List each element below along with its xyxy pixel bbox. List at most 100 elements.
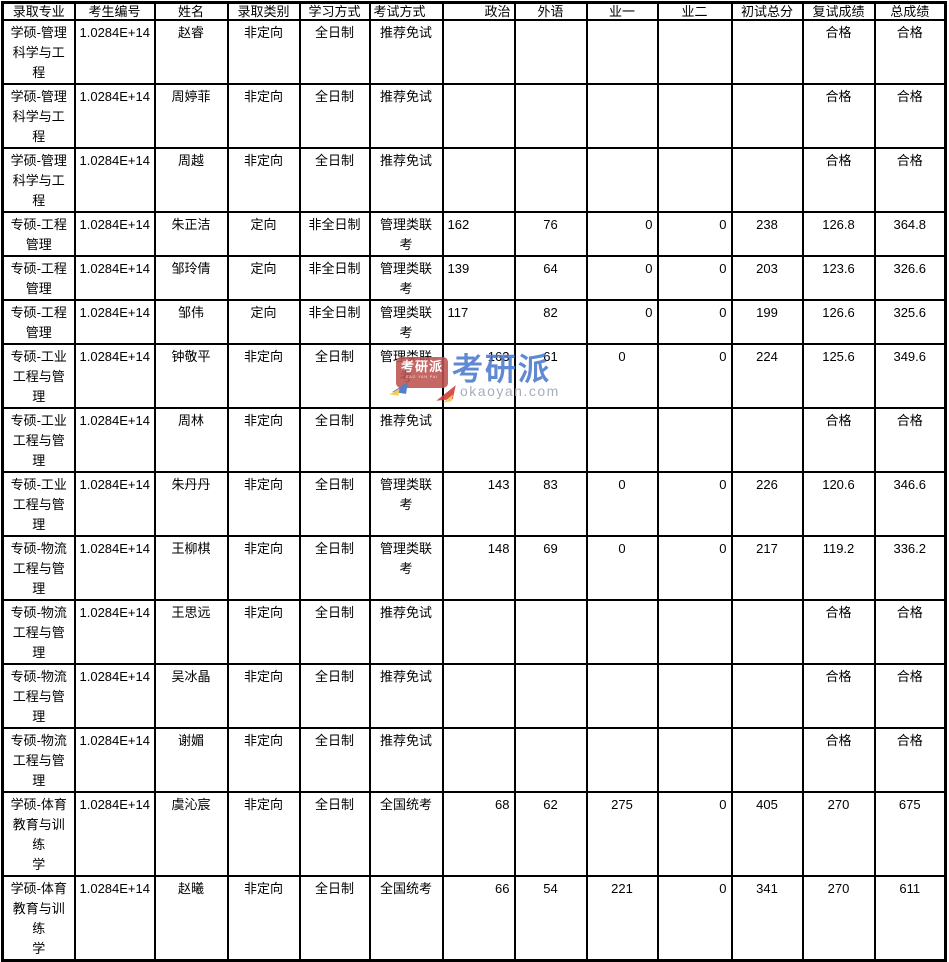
table-cell bbox=[585, 599, 659, 665]
table-cell: 专硕-物流 工程与管理 bbox=[1, 599, 76, 665]
header-cell: 录取专业 bbox=[1, 1, 76, 21]
header-cell: 业二 bbox=[656, 1, 733, 21]
table-cell: 学硕-管理 科学与工程 bbox=[1, 147, 76, 213]
table-cell: 275 bbox=[585, 791, 659, 877]
table-cell bbox=[441, 83, 516, 149]
header-cell: 考试方式 bbox=[368, 1, 444, 21]
table-cell: 推荐免试 bbox=[368, 19, 444, 85]
table-cell: 邹玲倩 bbox=[153, 255, 229, 301]
table-cell: 合格 bbox=[873, 19, 947, 85]
table-cell: 364.8 bbox=[873, 211, 947, 257]
table-cell: 1.0284E+14 bbox=[73, 535, 156, 601]
table-cell: 全日制 bbox=[298, 875, 371, 962]
table-cell: 非全日制 bbox=[298, 255, 371, 301]
table-cell: 203 bbox=[730, 255, 804, 301]
table-cell: 全日制 bbox=[298, 343, 371, 409]
table-cell: 邹伟 bbox=[153, 299, 229, 345]
table-cell: 120.6 bbox=[801, 471, 876, 537]
table-cell: 全日制 bbox=[298, 535, 371, 601]
table-row: 专硕-物流 工程与管理 1.0284E+14 王柳棋 非定向 全日制 管理类联考 148 69… bbox=[1, 535, 947, 601]
header-cell: 复试成绩 bbox=[801, 1, 876, 21]
table-cell: 0 bbox=[656, 471, 733, 537]
table-cell: 148 bbox=[441, 535, 516, 601]
table-cell: 推荐免试 bbox=[368, 727, 444, 793]
table-cell: 合格 bbox=[873, 147, 947, 213]
table-row: 专硕-物流 工程与管理 1.0284E+14 王思远 非定向 全日制 推荐免试 合格 合格 bbox=[1, 599, 947, 665]
header-cell: 业一 bbox=[585, 1, 659, 21]
table-cell: 0 bbox=[656, 535, 733, 601]
table-row: 学硕-体育 教育与训练 学 1.0284E+14 虞沁宸 非定向 全日制 全国统考 68 62… bbox=[1, 791, 947, 877]
table-cell: 非定向 bbox=[226, 875, 301, 962]
table-cell: 非定向 bbox=[226, 343, 301, 409]
table-cell bbox=[513, 83, 588, 149]
table-cell: 0 bbox=[585, 255, 659, 301]
table-cell bbox=[585, 663, 659, 729]
table-cell: 专硕-工程 管理 bbox=[1, 211, 76, 257]
table-cell: 162 bbox=[441, 211, 516, 257]
table-cell bbox=[585, 83, 659, 149]
table-cell: 0 bbox=[656, 875, 733, 962]
table-cell bbox=[730, 663, 804, 729]
table-cell: 吴冰晶 bbox=[153, 663, 229, 729]
table-cell bbox=[585, 147, 659, 213]
table-cell: 谢媚 bbox=[153, 727, 229, 793]
table-cell: 143 bbox=[441, 471, 516, 537]
table-cell bbox=[585, 727, 659, 793]
table-cell: 82 bbox=[513, 299, 588, 345]
table-cell: 1.0284E+14 bbox=[73, 83, 156, 149]
table-cell: 全日制 bbox=[298, 19, 371, 85]
table-cell: 270 bbox=[801, 791, 876, 877]
table-cell: 非定向 bbox=[226, 727, 301, 793]
table-cell: 238 bbox=[730, 211, 804, 257]
table-cell: 1.0284E+14 bbox=[73, 727, 156, 793]
table-cell: 117 bbox=[441, 299, 516, 345]
table-cell: 全日制 bbox=[298, 147, 371, 213]
table-row: 专硕-工程 管理 1.0284E+14 朱正洁 定向 非全日制 管理类联考 162 76 0 0 2… bbox=[1, 211, 947, 257]
table-cell: 管理类联考 bbox=[368, 471, 444, 537]
table-cell: 123.6 bbox=[801, 255, 876, 301]
table-cell: 0 bbox=[656, 343, 733, 409]
table-cell: 1.0284E+14 bbox=[73, 211, 156, 257]
table-cell: 专硕-工程 管理 bbox=[1, 255, 76, 301]
table-cell bbox=[656, 599, 733, 665]
table-cell: 1.0284E+14 bbox=[73, 299, 156, 345]
table-cell: 76 bbox=[513, 211, 588, 257]
table-cell bbox=[730, 599, 804, 665]
table-cell bbox=[513, 147, 588, 213]
table-cell: 周林 bbox=[153, 407, 229, 473]
table-cell: 1.0284E+14 bbox=[73, 875, 156, 962]
header-cell: 考生编号 bbox=[73, 1, 156, 21]
table-cell: 推荐免试 bbox=[368, 407, 444, 473]
table-cell: 非定向 bbox=[226, 599, 301, 665]
table-cell: 全日制 bbox=[298, 663, 371, 729]
table-cell bbox=[656, 83, 733, 149]
table-cell: 119.2 bbox=[801, 535, 876, 601]
table-cell: 0 bbox=[656, 299, 733, 345]
table-cell: 126.8 bbox=[801, 211, 876, 257]
table-cell bbox=[730, 19, 804, 85]
table-cell bbox=[656, 407, 733, 473]
table-body: 学硕-管理 科学与工程 1.0284E+14 赵睿 非定向 全日制 推荐免试 合格 合格 学硕-… bbox=[1, 19, 947, 962]
table-header-row: 录取专业 考生编号 姓名 录取类别 学习方式 考试方式 政治 外语 业一 业二 初试总分 复试成绩 总成… bbox=[1, 1, 947, 21]
table-cell bbox=[441, 663, 516, 729]
table-cell: 163 bbox=[441, 343, 516, 409]
table-cell: 0 bbox=[585, 535, 659, 601]
table-cell: 611 bbox=[873, 875, 947, 962]
table-cell: 专硕-物流 工程与管理 bbox=[1, 663, 76, 729]
table-cell: 221 bbox=[585, 875, 659, 962]
table-cell: 224 bbox=[730, 343, 804, 409]
table-cell: 270 bbox=[801, 875, 876, 962]
table-cell: 管理类联考 bbox=[368, 535, 444, 601]
table-cell: 126.6 bbox=[801, 299, 876, 345]
table-cell: 学硕-体育 教育与训练 学 bbox=[1, 875, 76, 962]
table-cell: 62 bbox=[513, 791, 588, 877]
table-row: 学硕-管理 科学与工程 1.0284E+14 赵睿 非定向 全日制 推荐免试 合格 合格 bbox=[1, 19, 947, 85]
table-cell: 325.6 bbox=[873, 299, 947, 345]
table-cell: 346.6 bbox=[873, 471, 947, 537]
table-cell: 赵睿 bbox=[153, 19, 229, 85]
table-cell: 199 bbox=[730, 299, 804, 345]
header-cell: 政治 bbox=[441, 1, 516, 21]
table-cell bbox=[441, 407, 516, 473]
